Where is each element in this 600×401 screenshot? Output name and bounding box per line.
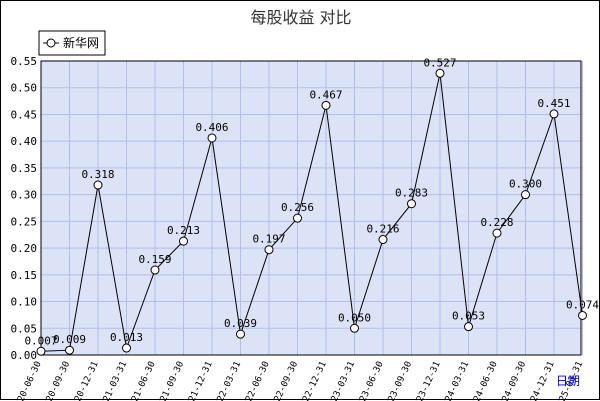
data-point [122, 343, 131, 353]
data-point [36, 346, 46, 356]
x-tick-label: 2022-03-31 [211, 360, 243, 401]
y-tick-label: 0.55 [11, 55, 38, 68]
chart-title: 每股收益 对比 [250, 8, 351, 27]
data-label: 0.406 [195, 121, 228, 134]
data-point [521, 190, 530, 200]
x-tick-label: 2022-06-30 [240, 360, 272, 401]
x-tick-label: 2024-12-31 [525, 360, 557, 401]
x-tick-label: 2021-12-31 [183, 360, 215, 401]
data-label: 0.256 [281, 201, 314, 214]
series-line [40, 73, 583, 352]
y-axis-ticks: 0.00 0.05 0.10 0.15 0.20 0.25 0.30 0.35 0.40 0.45… [11, 55, 38, 362]
data-label: 0.467 [309, 88, 342, 101]
data-point [293, 213, 302, 223]
y-tick-label: 0.35 [11, 162, 38, 175]
y-tick-label: 0.50 [11, 82, 38, 95]
data-point [264, 245, 274, 255]
x-tick-label: 2021-03-31 [97, 360, 129, 401]
x-tick-label: 2023-09-30 [382, 360, 414, 401]
data-point [492, 228, 502, 238]
y-tick-label: 0.05 [11, 322, 38, 335]
data-label: 0.216 [366, 223, 399, 236]
data-label: 0.318 [81, 168, 114, 181]
x-tick-label: 2024-03-31 [439, 360, 471, 401]
y-tick-label: 0.25 [11, 215, 38, 228]
y-tick-label: 0.45 [11, 108, 38, 121]
data-label: 0.213 [167, 224, 200, 237]
data-point [464, 322, 473, 332]
data-point [407, 199, 416, 209]
x-tick-label: 2023-06-30 [354, 360, 386, 401]
data-label: 0.197 [252, 233, 285, 246]
data-point [179, 236, 188, 246]
data-label: 0.013 [110, 331, 143, 344]
data-point [350, 323, 359, 333]
data-point [435, 68, 445, 78]
data-point [321, 100, 331, 110]
data-point [236, 329, 245, 339]
data-point [549, 109, 559, 119]
data-label: 0.039 [224, 317, 257, 330]
y-tick-label: 0.30 [11, 189, 38, 202]
x-tick-label: 2022-09-30 [268, 360, 300, 401]
data-label: 0.050 [338, 311, 371, 324]
data-point [578, 310, 587, 320]
data-label: 0.283 [395, 187, 428, 200]
data-label: 0.300 [509, 178, 542, 191]
data-label: 0.053 [452, 310, 485, 323]
y-tick-label: 0.10 [11, 296, 38, 309]
x-tick-label: 2024-09-30 [496, 360, 528, 401]
data-label: 0.007 [24, 334, 57, 347]
data-label: 0.451 [537, 97, 570, 110]
data-label: 0.159 [138, 253, 171, 266]
y-tick-label: 0.15 [11, 269, 38, 282]
plot-area [40, 60, 582, 356]
x-axis-label: 日期 [556, 374, 580, 388]
data-point [93, 180, 103, 190]
x-tick-label: 2020-09-30 [40, 360, 72, 401]
data-point [378, 235, 388, 245]
y-tick-label: 0.20 [11, 242, 38, 255]
plot-border [40, 60, 582, 356]
x-axis-ticks: 2020-06-302020-09-302020-12-312021-03-31… [12, 360, 585, 401]
x-tick-label: 2024-06-30 [468, 360, 500, 401]
x-tick-label: 2021-06-30 [126, 360, 158, 401]
legend-label: 新华网 [63, 35, 99, 50]
x-tick-label: 2023-12-31 [411, 360, 443, 401]
y-tick-label: 0.00 [11, 349, 38, 362]
x-tick-label: 2023-03-31 [325, 360, 357, 401]
data-label: 0.228 [480, 216, 513, 229]
legend-marker [46, 38, 56, 48]
data-point [150, 265, 160, 275]
x-tick-label: 2021-09-30 [154, 360, 186, 401]
data-label: 0.009 [53, 333, 86, 346]
y-tick-label: 0.40 [11, 135, 38, 148]
legend: 新华网 [38, 30, 106, 56]
data-point [65, 345, 74, 355]
data-label: 0.527 [423, 56, 456, 69]
grid [40, 60, 583, 356]
data-label: 0.074 [566, 298, 599, 311]
x-tick-label: 2020-12-31 [69, 360, 101, 401]
x-tick-label: 2022-12-31 [297, 360, 329, 401]
data-point [207, 133, 217, 143]
x-tick-label: 2020-06-30 [12, 360, 44, 401]
